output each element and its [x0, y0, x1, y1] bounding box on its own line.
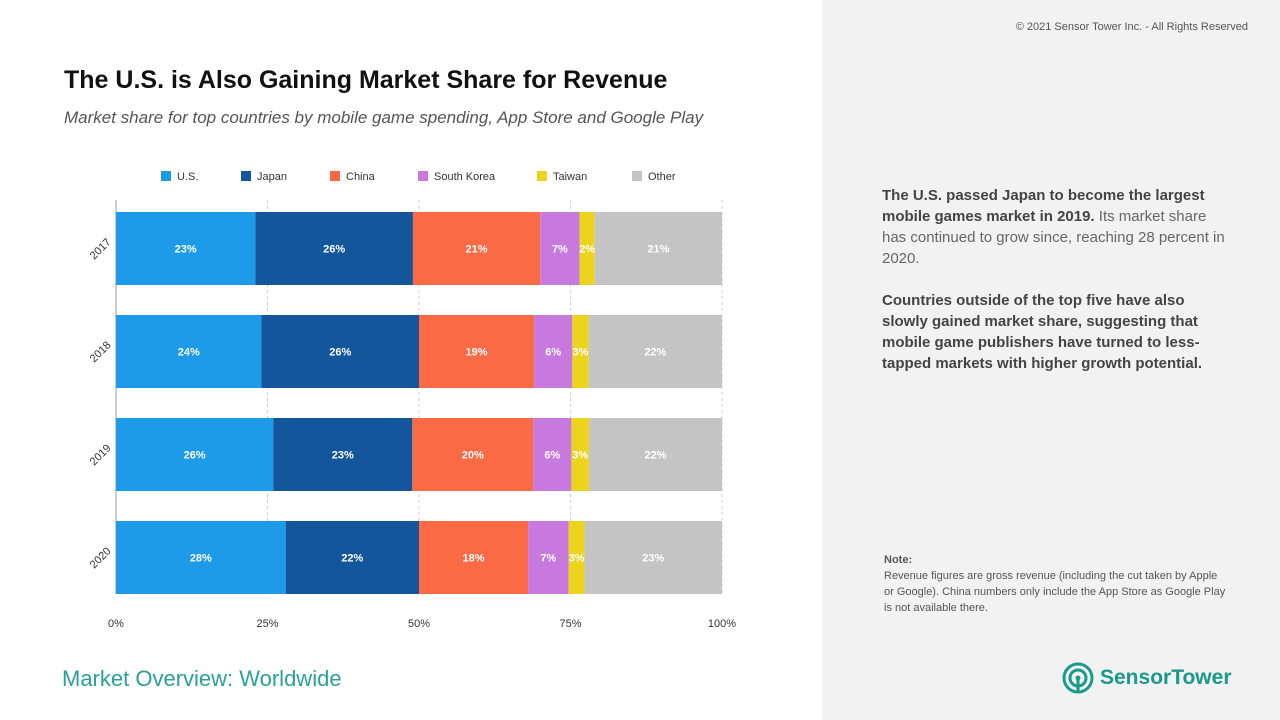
legend-label: Japan: [257, 171, 287, 183]
sensor-tower-logo: SensorTower: [1062, 662, 1232, 694]
legend-swatch: [537, 171, 547, 181]
x-tick-label: 75%: [559, 618, 581, 630]
section-footer: Market Overview: Worldwide: [62, 666, 342, 691]
legend-label: U.S.: [177, 171, 198, 183]
insight-paragraph-1: The U.S. passed Japan to become the larg…: [882, 185, 1232, 269]
bar-segment: [540, 212, 580, 285]
note-text: Revenue figures are gross revenue (inclu…: [884, 570, 1226, 614]
bar-value-label: 28%: [190, 553, 212, 565]
bar-segment: [572, 315, 589, 388]
bar-segment: [285, 521, 419, 594]
x-tick-label: 50%: [408, 618, 430, 630]
bar-segment: [273, 418, 413, 491]
y-category-label: 2020: [88, 545, 114, 571]
logo-word-sensor: Sensor: [1100, 666, 1172, 689]
bar-value-label: 3%: [573, 347, 589, 359]
x-tick-label: 25%: [256, 618, 278, 630]
page-title: The U.S. is Also Gaining Market Share fo…: [64, 66, 668, 94]
legend-label: South Korea: [434, 171, 496, 183]
bar-segment: [116, 315, 262, 388]
bar-value-label: 22%: [644, 347, 666, 359]
bar-value-label: 22%: [644, 450, 666, 462]
legend-swatch: [418, 171, 428, 181]
bar-segment: [584, 521, 722, 594]
bar-value-label: 23%: [175, 244, 197, 256]
bar-value-label: 6%: [544, 450, 560, 462]
bar-value-label: 23%: [642, 553, 664, 565]
bar-value-label: 7%: [540, 553, 556, 565]
bar-segment: [419, 315, 535, 388]
bar-segment: [534, 315, 573, 388]
bar-value-label: 20%: [462, 450, 484, 462]
bar-value-label: 26%: [323, 244, 345, 256]
legend-swatch: [241, 171, 251, 181]
bar-value-label: 7%: [552, 244, 568, 256]
insight-2-bold: Countries outside of the top five have a…: [882, 292, 1203, 372]
insight-paragraph-2: Countries outside of the top five have a…: [882, 290, 1232, 374]
logo-wordmark: SensorTower: [1100, 666, 1232, 690]
bar-value-label: 26%: [184, 450, 206, 462]
bar-value-label: 19%: [466, 347, 488, 359]
bar-segment: [419, 521, 529, 594]
bar-value-label: 3%: [572, 450, 588, 462]
bar-value-label: 3%: [569, 553, 585, 565]
bar-value-label: 2%: [579, 244, 595, 256]
bar-segment: [116, 212, 256, 285]
legend-swatch: [330, 171, 340, 181]
legend-swatch: [632, 171, 642, 181]
bar-segment: [412, 212, 541, 285]
bar-segment: [568, 521, 585, 594]
market-share-chart: 0% 25% 50% 75% 100% U.S. Japan China South Korea…: [88, 171, 736, 630]
bar-value-label: 21%: [466, 244, 488, 256]
logo-word-tower: Tower: [1171, 666, 1232, 689]
bar-segment: [261, 315, 419, 388]
y-category-label: 2019: [88, 442, 114, 468]
bar-segment: [579, 212, 595, 285]
bar-value-label: 24%: [178, 347, 200, 359]
insights-panel: © 2021 Sensor Tower Inc. - All Rights Re…: [822, 0, 1280, 720]
insight-1-bold: The U.S. passed Japan to become the larg…: [882, 187, 1205, 225]
legend-swatch: [161, 171, 171, 181]
bar-segment: [588, 418, 722, 491]
y-category-label: 2017: [88, 236, 114, 262]
bar-value-label: 23%: [332, 450, 354, 462]
note-label: Note:: [884, 554, 913, 566]
bar-value-label: 21%: [647, 244, 669, 256]
footnote: Note: Revenue figures are gross revenue …: [884, 552, 1229, 616]
bar-value-label: 6%: [545, 347, 561, 359]
bar-segment: [588, 315, 722, 388]
copyright-text: © 2021 Sensor Tower Inc. - All Rights Re…: [1015, 21, 1248, 33]
bar-value-label: 22%: [341, 553, 363, 565]
insight-1-rest: Its market share has continued to grow s…: [882, 208, 1225, 267]
sensor-tower-icon: [1062, 662, 1094, 694]
bar-segment: [594, 212, 722, 285]
bar-value-label: 26%: [329, 347, 351, 359]
x-tick-label: 0%: [108, 618, 124, 630]
bar-value-label: 18%: [463, 553, 485, 565]
x-tick-label: 100%: [708, 618, 736, 630]
bar-segment: [571, 418, 589, 491]
page-subtitle: Market share for top countries by mobile…: [64, 108, 704, 127]
bar-segment: [533, 418, 572, 491]
legend-label: Other: [648, 171, 676, 183]
bar-segment: [116, 521, 286, 594]
y-category-label: 2018: [88, 339, 114, 365]
bar-segment: [412, 418, 534, 491]
bar-segment: [116, 418, 274, 491]
bar-segment: [528, 521, 569, 594]
legend-label: China: [346, 171, 376, 183]
bar-segment: [255, 212, 413, 285]
legend-label: Taiwan: [553, 171, 587, 183]
